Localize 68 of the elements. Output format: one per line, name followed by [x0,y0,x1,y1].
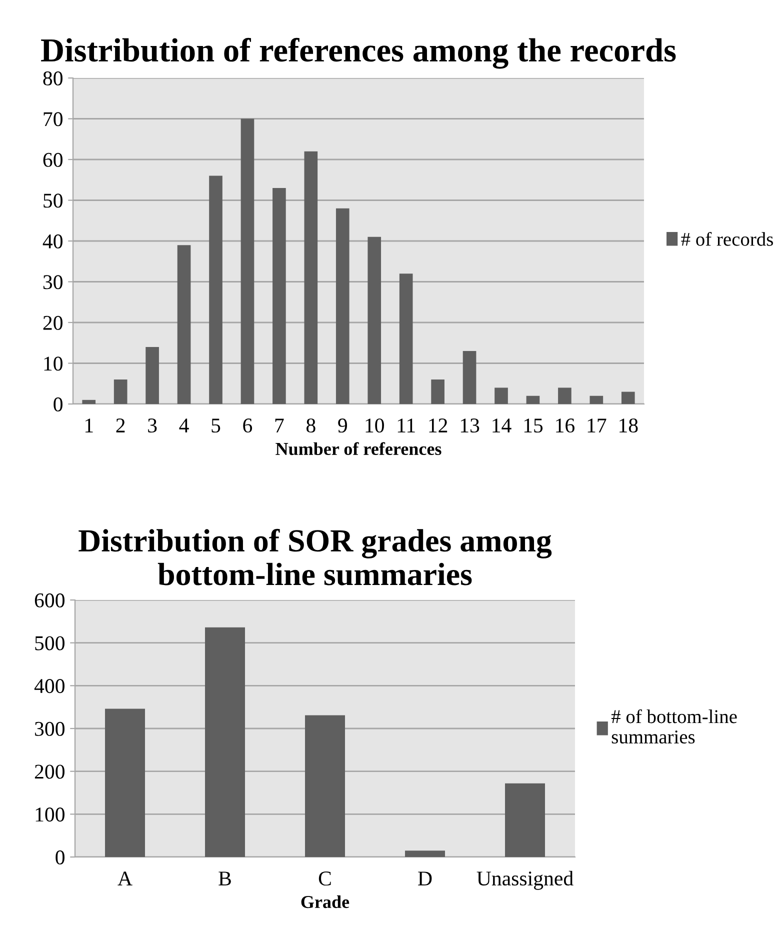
bar [431,380,444,404]
x-tick-label: 18 [620,418,638,433]
bar [114,380,128,404]
bar [272,188,286,404]
bar [462,351,476,404]
x-tick-label: 8 [306,418,316,433]
y-tick-label: 0 [56,850,64,864]
bar [494,388,508,404]
y-tick-label: 50 [44,194,62,208]
chart-title: Distribution of SOR grades among bottom-line summaries [78,528,552,586]
x-tick-label: 5 [212,418,220,433]
y-tick-label: 500 [35,636,64,650]
y-tick-label: 20 [43,316,62,330]
bar [405,850,445,857]
bar [304,151,318,404]
bar [105,708,145,857]
bar [82,400,96,404]
x-tick-label: 10 [366,418,384,433]
bar [399,274,413,404]
x-tick-label: 11 [398,418,415,432]
bar [336,208,350,404]
x-tick-label: 16 [556,418,574,433]
bar [146,346,159,404]
x-tick-label: A [118,872,132,886]
x-tick-label: 14 [492,418,512,432]
x-axis-title: Grade [301,895,350,908]
x-tick-label: 9 [338,418,347,433]
bar [305,715,345,857]
bar [205,627,245,857]
y-tick-label: 70 [44,112,62,126]
y-tick-label: 60 [43,152,62,167]
bar [368,236,382,404]
x-tick-label: B [218,872,231,886]
bar [558,388,572,404]
bar [505,783,545,857]
x-tick-label: 6 [243,418,252,433]
bar [590,396,604,404]
x-tick-label: 1 [85,418,93,432]
x-tick-label: 7 [275,418,284,432]
x-tick-label: D [418,872,432,886]
y-tick-label: 30 [43,275,62,290]
x-tick-label: 13 [460,418,480,433]
x-tick-label: 2 [116,418,125,432]
legend-label: # of records [681,232,773,246]
x-tick-label: Unassigned [476,870,574,890]
bar [209,176,222,404]
x-axis-title: Number of references [276,442,442,456]
legend-label: # of bottom-line summaries [611,709,737,744]
bar [621,392,635,404]
bar [240,118,254,404]
bar [526,396,540,404]
y-tick-label: 40 [42,234,62,248]
chart-title: Distribution of references among the records [41,38,676,69]
x-tick-label: 12 [429,418,448,432]
y-tick-label: 400 [34,679,64,694]
y-tick-label: 200 [34,764,64,779]
y-tick-label: 80 [43,71,62,86]
bar [177,245,191,404]
y-tick-label: 300 [35,722,64,736]
x-tick-label: 3 [148,418,157,433]
x-tick-label: 4 [179,418,189,432]
y-tick-label: 10 [44,356,62,371]
y-tick-label: 100 [36,808,64,822]
y-tick-label: 0 [54,397,62,412]
y-tick-label: 600 [34,593,64,608]
x-tick-label: C [318,872,331,886]
x-tick-label: 15 [524,418,543,433]
x-tick-label: 17 [588,418,606,432]
